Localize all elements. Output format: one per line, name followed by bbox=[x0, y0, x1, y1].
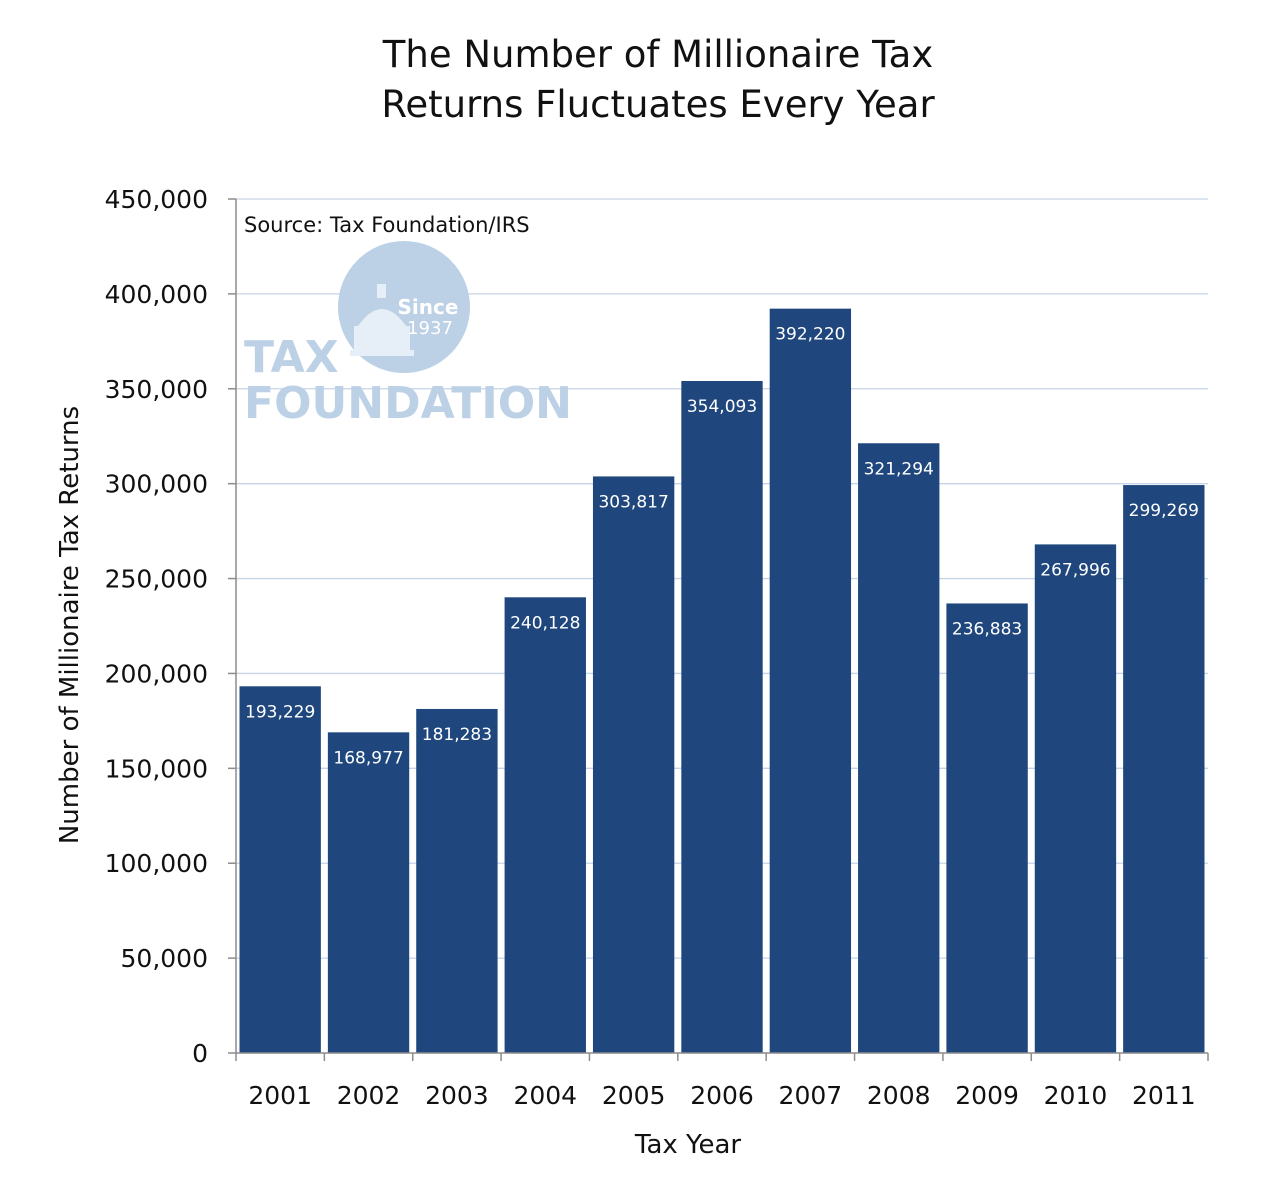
x-tick-label: 2007 bbox=[779, 1081, 843, 1110]
bar-2003 bbox=[416, 708, 498, 1053]
y-tick-label: 250,000 bbox=[105, 565, 208, 594]
x-axis-title: Tax Year bbox=[634, 1130, 742, 1160]
bar-value-label: 181,283 bbox=[422, 725, 492, 745]
bar-value-label: 168,977 bbox=[333, 748, 403, 768]
capitol-dome-icon bbox=[350, 284, 414, 356]
bar-value-label: 354,093 bbox=[687, 397, 757, 417]
bar-2008 bbox=[858, 443, 940, 1054]
x-tick-label: 2005 bbox=[602, 1081, 666, 1110]
bar-2001 bbox=[239, 686, 321, 1053]
x-tick-label: 2011 bbox=[1132, 1081, 1196, 1110]
bar-value-labels: 193,229 168,977 181,283 240,128 303,817 354,0… bbox=[245, 325, 1199, 769]
bar-2007 bbox=[769, 308, 852, 1054]
x-tick-label: 2009 bbox=[955, 1081, 1019, 1110]
tax-foundation-watermark: Since 1937 TAX FOUNDATION bbox=[244, 241, 572, 429]
bar-2004 bbox=[504, 597, 586, 1053]
x-tick-label: 2010 bbox=[1044, 1081, 1108, 1110]
bar-value-label: 299,269 bbox=[1129, 501, 1199, 521]
y-tick-label: 450,000 bbox=[105, 185, 208, 214]
chart-title: The Number of Millionaire Tax Returns Fl… bbox=[0, 30, 1266, 130]
y-tick-label: 50,000 bbox=[121, 944, 208, 973]
x-tick-label: 2004 bbox=[513, 1081, 577, 1110]
y-tick-labels: 0 50,000 100,000 150,000 200,000 250,000 300,0… bbox=[105, 185, 208, 1068]
x-tick-labels: 2001 2002 2003 2004 2005 2006 2007 2008 2009 2010… bbox=[248, 1081, 1195, 1110]
bar-value-label: 321,294 bbox=[864, 459, 934, 479]
x-tick-label: 2001 bbox=[248, 1081, 312, 1110]
watermark-foundation: FOUNDATION bbox=[244, 378, 572, 429]
axes bbox=[228, 198, 1209, 1061]
bar-value-label: 267,996 bbox=[1040, 560, 1110, 580]
y-tick-label: 350,000 bbox=[105, 375, 208, 404]
y-tick-label: 150,000 bbox=[105, 754, 208, 783]
bars bbox=[239, 308, 1205, 1054]
bar-value-label: 303,817 bbox=[598, 492, 668, 512]
x-tick-label: 2006 bbox=[690, 1081, 754, 1110]
chart-title-line-2: Returns Fluctuates Every Year bbox=[381, 83, 935, 126]
y-tick-label: 300,000 bbox=[105, 470, 208, 499]
bar-2011 bbox=[1123, 485, 1205, 1053]
bar-value-label: 236,883 bbox=[952, 619, 1022, 639]
bar-value-label: 193,229 bbox=[245, 702, 315, 722]
bar-2006 bbox=[681, 381, 763, 1054]
y-tick-label: 0 bbox=[192, 1039, 208, 1068]
y-tick-label: 400,000 bbox=[105, 280, 208, 309]
x-tick-label: 2003 bbox=[425, 1081, 489, 1110]
seal-year: 1937 bbox=[407, 318, 453, 339]
seal-since: Since bbox=[398, 295, 459, 319]
y-axis-title: Number of Millionaire Tax Returns bbox=[55, 406, 85, 844]
bar-2009 bbox=[946, 603, 1028, 1053]
bar-2002 bbox=[327, 732, 410, 1053]
bar-2005 bbox=[592, 476, 675, 1053]
watermark-tax: TAX bbox=[244, 332, 339, 383]
x-tick-label: 2002 bbox=[337, 1081, 401, 1110]
y-tick-label: 100,000 bbox=[105, 849, 208, 878]
chart-title-line-1: The Number of Millionaire Tax bbox=[382, 33, 934, 76]
source-note: Source: Tax Foundation/IRS bbox=[244, 213, 530, 237]
x-tick-label: 2008 bbox=[867, 1081, 931, 1110]
bar-value-label: 392,220 bbox=[775, 325, 845, 345]
bar-2010 bbox=[1034, 544, 1117, 1053]
y-tick-label: 200,000 bbox=[105, 659, 208, 688]
bar-value-label: 240,128 bbox=[510, 613, 580, 633]
